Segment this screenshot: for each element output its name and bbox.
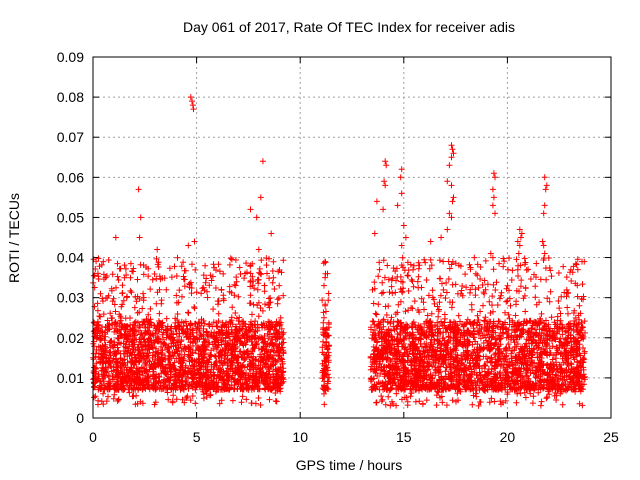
y-tick-label: 0 xyxy=(76,410,84,426)
plot-frame xyxy=(92,56,612,419)
scatter-markers xyxy=(90,94,588,409)
data-points xyxy=(90,94,588,409)
y-axis-title: ROTI / TECUs xyxy=(6,193,22,283)
y-tick-label: 0.01 xyxy=(57,370,84,386)
x-tick-label: 25 xyxy=(603,429,619,445)
y-tick-label: 0.02 xyxy=(57,330,84,346)
y-tick-label: 0.03 xyxy=(57,290,84,306)
y-tick-label: 0.04 xyxy=(57,250,84,266)
x-tick-label: 5 xyxy=(193,429,201,445)
x-tick-label: 0 xyxy=(89,429,97,445)
x-axis-ticks: 0 5 10 15 20 25 xyxy=(89,57,619,445)
y-tick-label: 0.06 xyxy=(57,169,84,185)
y-tick-label: 0.07 xyxy=(57,129,84,145)
y-tick-label: 0.05 xyxy=(57,209,84,225)
x-tick-label: 20 xyxy=(500,429,516,445)
chart-title: Day 061 of 2017, Rate Of TEC Index for r… xyxy=(183,19,515,35)
y-tick-label: 0.09 xyxy=(57,49,84,65)
x-tick-label: 15 xyxy=(396,429,412,445)
y-tick-label: 0.08 xyxy=(57,89,84,105)
x-tick-label: 10 xyxy=(292,429,308,445)
x-axis-title: GPS time / hours xyxy=(296,457,403,473)
